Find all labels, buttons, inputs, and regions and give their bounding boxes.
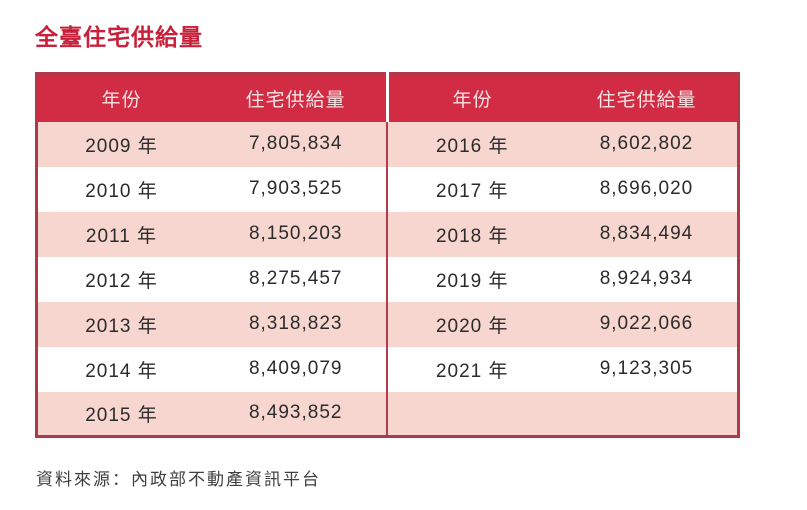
table-body: 2009 年 7,805,834 2016 年 8,602,802 2010 年… <box>36 121 739 437</box>
column-header-year-left: 年份 <box>36 73 205 122</box>
empty-cell <box>555 391 739 437</box>
value-cell: 8,834,494 <box>555 211 739 257</box>
value-cell: 8,924,934 <box>555 256 739 302</box>
table-row: 2015 年 8,493,852 <box>36 391 739 437</box>
value-cell: 8,318,823 <box>204 301 388 347</box>
table-row: 2011 年 8,150,203 2018 年 8,834,494 <box>36 211 739 257</box>
year-cell: 2019 年 <box>386 256 556 302</box>
year-cell: 2010 年 <box>36 166 205 212</box>
value-cell: 7,805,834 <box>204 121 388 167</box>
year-cell: 2013 年 <box>36 301 205 347</box>
year-cell: 2015 年 <box>36 391 205 437</box>
empty-cell <box>386 391 556 437</box>
year-cell: 2014 年 <box>36 346 205 392</box>
value-cell: 8,150,203 <box>204 211 388 257</box>
year-cell: 2018 年 <box>386 211 556 257</box>
year-cell: 2020 年 <box>386 301 556 347</box>
year-cell: 2021 年 <box>386 346 556 392</box>
year-cell: 2009 年 <box>36 121 205 167</box>
value-cell: 9,022,066 <box>555 301 739 347</box>
table-row: 2013 年 8,318,823 2020 年 9,022,066 <box>36 301 739 347</box>
value-cell: 9,123,305 <box>555 346 739 392</box>
column-header-year-right: 年份 <box>385 73 556 122</box>
source-note: 資料來源：內政部不動產資訊平台 <box>36 470 321 489</box>
housing-supply-table: 年份 住宅供給量 年份 住宅供給量 2009 年 7,805,834 2016 … <box>35 72 740 438</box>
year-cell: 2011 年 <box>36 211 205 257</box>
value-cell: 8,696,020 <box>555 166 739 212</box>
table-row: 2009 年 7,805,834 2016 年 8,602,802 <box>36 121 739 167</box>
page-title: 全臺住宅供給量 <box>35 24 203 50</box>
value-cell: 8,493,852 <box>204 391 388 437</box>
header-row: 年份 住宅供給量 年份 住宅供給量 <box>36 73 739 122</box>
table-row: 2014 年 8,409,079 2021 年 9,123,305 <box>36 346 739 392</box>
table-header: 年份 住宅供給量 年份 住宅供給量 <box>36 73 739 122</box>
year-cell: 2012 年 <box>36 256 205 302</box>
value-cell: 8,409,079 <box>204 346 388 392</box>
table-row: 2012 年 8,275,457 2019 年 8,924,934 <box>36 256 739 302</box>
column-header-supply-left: 住宅供給量 <box>204 73 388 122</box>
table-row: 2010 年 7,903,525 2017 年 8,696,020 <box>36 166 739 212</box>
value-cell: 7,903,525 <box>204 166 388 212</box>
column-header-supply-right: 住宅供給量 <box>555 73 739 122</box>
year-cell: 2017 年 <box>386 166 556 212</box>
value-cell: 8,602,802 <box>555 121 739 167</box>
value-cell: 8,275,457 <box>204 256 388 302</box>
year-cell: 2016 年 <box>386 121 556 167</box>
